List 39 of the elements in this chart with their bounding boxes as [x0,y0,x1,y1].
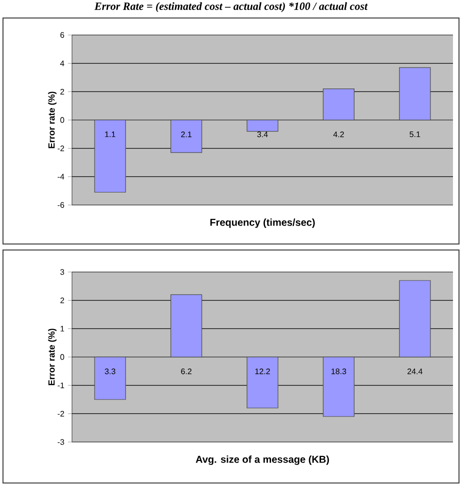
x-tick-label: 3.4 [257,132,268,138]
y-tick-label: 0 [60,117,64,123]
bar [94,120,126,193]
y-tick-label: -3 [58,439,64,445]
y-tick-label: 3 [60,269,64,275]
y-tick-label: 6 [60,32,64,38]
y-tick-label: 2 [60,88,64,94]
x-tick-label: 12.2 [255,368,270,374]
y-axis-title: Error rate (%) [48,328,56,386]
y-tick-label: -4 [58,174,64,180]
x-tick-label: 24.4 [408,368,422,374]
x-tick-label: 5.1 [410,132,420,138]
x-axis-title: Avg. size of a message (KB) [196,456,329,465]
x-tick-label: 3.3 [104,368,116,374]
bar [170,294,202,358]
bar [322,88,354,120]
bar [246,120,278,132]
y-tick-label: -1 [58,382,64,388]
y-tick-label: -6 [58,202,64,208]
bar [170,120,202,153]
y-tick-label: 1 [60,326,64,332]
x-tick-label: 2.1 [181,132,192,138]
bar [246,356,278,408]
x-tick-label: 18.3 [332,368,346,374]
bar [399,67,431,120]
y-tick-label: -2 [58,146,64,152]
bar [94,356,126,400]
bar [322,356,354,417]
x-tick-label: 1.1 [105,132,116,138]
bar [399,280,431,358]
chart-title: Error Rate = (estimated cost – actual cost) *100 / actual cost [94,2,368,12]
x-tick-label: 4.2 [333,132,344,138]
y-tick-label: 4 [60,60,64,66]
y-tick-label: 2 [60,298,64,304]
y-tick-label: -2 [58,410,64,416]
y-axis-title: Error rate (%) [48,92,56,148]
y-tick-label: 0 [60,354,64,360]
x-axis-title: Frequency (times/sec) [210,218,315,228]
x-tick-label: 6.2 [181,368,192,374]
